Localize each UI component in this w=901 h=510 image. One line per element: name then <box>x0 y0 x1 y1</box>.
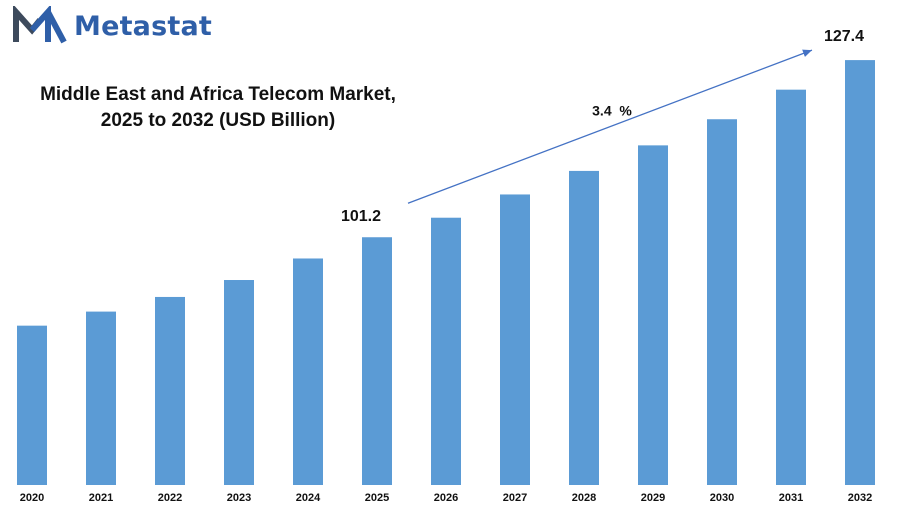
bar-2023 <box>224 280 254 485</box>
x-tick-label-2028: 2028 <box>572 492 596 504</box>
bar-2021 <box>86 311 116 485</box>
x-tick-label-2022: 2022 <box>158 492 182 504</box>
x-tick-label-2020: 2020 <box>20 492 44 504</box>
cagr-label: 3.4 % <box>592 103 632 119</box>
x-tick-label-2031: 2031 <box>779 492 803 504</box>
x-tick-label-2029: 2029 <box>641 492 665 504</box>
bar-2025 <box>362 237 392 485</box>
bar-2031 <box>776 89 806 486</box>
x-tick-label-2024: 2024 <box>296 492 321 504</box>
bar-2030 <box>707 119 737 485</box>
bar-2022 <box>155 296 185 485</box>
bar-2029 <box>638 145 668 486</box>
x-tick-label-2023: 2023 <box>227 492 251 504</box>
bar-2020 <box>17 325 47 485</box>
start-value-label: 101.2 <box>341 208 381 225</box>
end-value-label: 127.4 <box>824 28 864 45</box>
bar-2032 <box>845 60 875 486</box>
bar-2026 <box>431 217 461 486</box>
chart-title: Middle East and Africa Telecom Market, 2… <box>18 82 418 134</box>
cagr-arrow <box>407 49 813 204</box>
brand-name: Metastat <box>74 10 213 42</box>
x-tick-label-2027: 2027 <box>503 492 527 504</box>
x-tick-label-2025: 2025 <box>365 492 389 504</box>
bar-2024 <box>293 258 323 485</box>
x-tick-label-2026: 2026 <box>434 492 458 504</box>
metastat-m-logo-icon <box>13 6 67 44</box>
bar-2028 <box>569 170 599 485</box>
chart-title-line-1: Middle East and Africa Telecom Market, <box>40 84 396 105</box>
brand-logo: Metastat <box>12 6 212 46</box>
chart-title-line-2: 2025 to 2032 (USD Billion) <box>100 110 336 131</box>
x-tick-label-2030: 2030 <box>710 492 734 504</box>
x-tick-label-2021: 2021 <box>89 492 113 504</box>
bar-2027 <box>500 194 530 485</box>
x-tick-label-2032: 2032 <box>848 492 872 504</box>
